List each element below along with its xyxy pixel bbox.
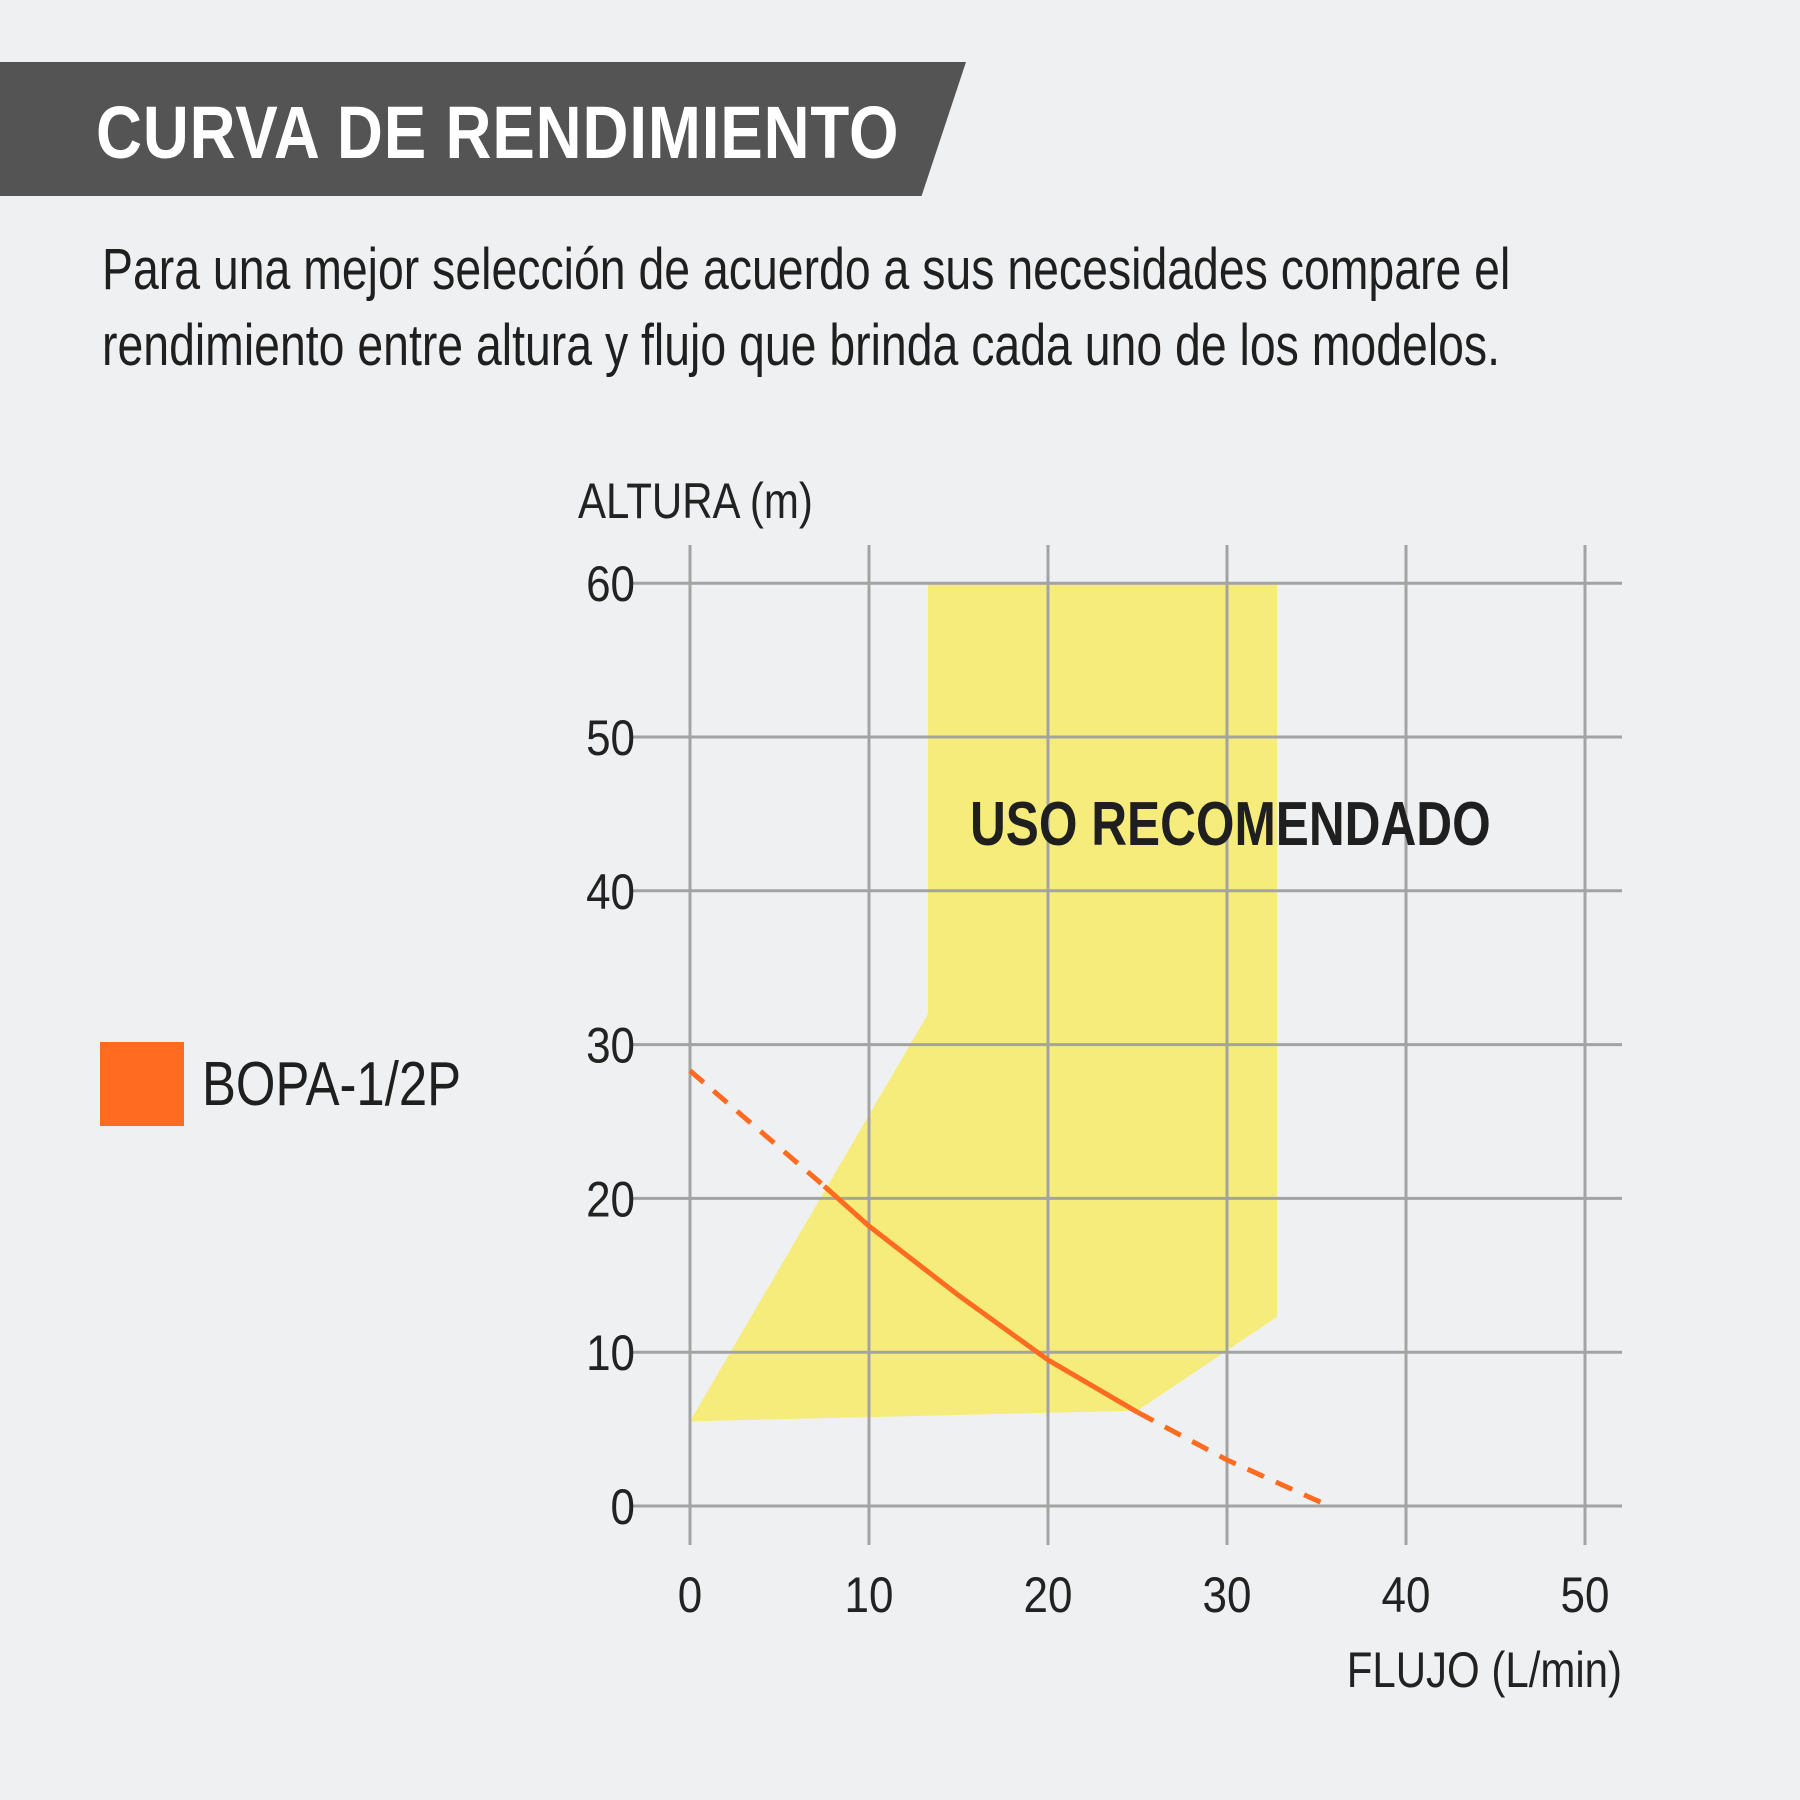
x-tick-label: 20: [1024, 1566, 1073, 1622]
y-tick-label: 40: [586, 863, 635, 919]
legend-label: BOPA-1/2P: [202, 1049, 462, 1119]
y-tick-label: 50: [586, 709, 635, 765]
x-tick-label: 40: [1382, 1566, 1431, 1622]
recommended-region: [690, 583, 1278, 1422]
tick-label-group: 0 10 20 30 40 50 60 0 10 20 30 40 50: [586, 556, 1609, 1623]
recommended-region-label: USO RECOMENDADO: [970, 789, 1491, 859]
recommended-region-group: [690, 583, 1278, 1422]
x-tick-label: 0: [678, 1566, 702, 1622]
x-tick-label: 30: [1203, 1566, 1252, 1622]
y-tick-label: 20: [586, 1171, 635, 1227]
series-line-solid: [822, 1184, 1139, 1415]
series-line-dashed: [688, 1068, 826, 1188]
y-tick-label: 30: [586, 1017, 635, 1073]
x-tick-label: 10: [845, 1566, 894, 1622]
y-tick-label: 10: [586, 1325, 635, 1381]
intro-text: Para una mejor selección de acuerdo a su…: [102, 237, 1511, 378]
x-axis-label: FLUJO (L/min): [1347, 1642, 1622, 1698]
series-line-dashed: [1136, 1409, 1331, 1509]
series-group: [688, 1068, 1331, 1509]
page-title: CURVA DE RENDIMIENTO: [96, 91, 900, 174]
x-tick-label: 50: [1561, 1566, 1610, 1622]
legend: BOPA-1/2P: [100, 1042, 518, 1126]
legend-swatch: [100, 1042, 184, 1126]
title-banner: [0, 62, 966, 196]
y-tick-label: 60: [586, 556, 635, 612]
grid-group: [632, 545, 1622, 1545]
y-tick-label: 0: [611, 1478, 635, 1534]
y-axis-label: ALTURA (m): [578, 473, 813, 529]
